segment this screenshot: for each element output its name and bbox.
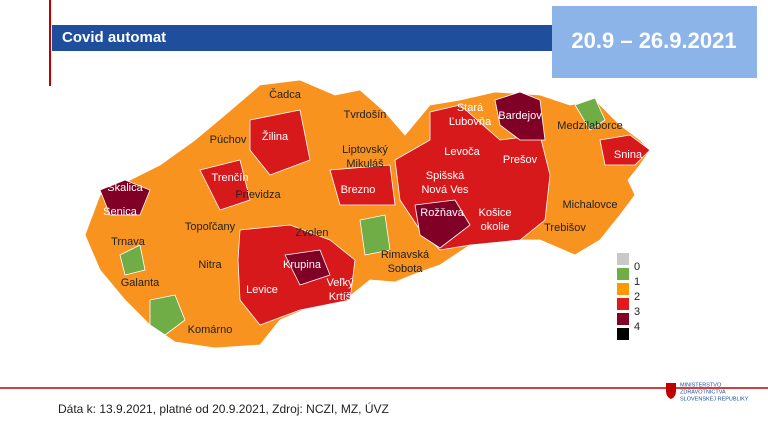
legend-label: 3: [634, 306, 640, 318]
district-label: Rimavská: [381, 249, 430, 261]
district-label: Tvrdošín: [344, 109, 387, 121]
region: [359, 214, 391, 256]
district-label: Snina: [614, 149, 643, 161]
legend-label: 4: [634, 321, 640, 333]
district-labels: Čadca Tvrdošín Stará Ľubovňa Bardejov Medzila…: [103, 88, 643, 336]
logo-shield: [666, 383, 676, 399]
district-label: Púchov: [210, 134, 247, 146]
district-label: Sobota: [388, 263, 424, 275]
district-label: Brezno: [341, 184, 376, 196]
district-label: Krupina: [283, 259, 322, 271]
region: [119, 244, 146, 276]
legend-swatch: [617, 313, 629, 325]
district-label: Levice: [246, 284, 278, 296]
district-label: Bardejov: [498, 110, 542, 122]
region: [329, 164, 396, 206]
district-label: Liptovský: [342, 144, 388, 156]
legend: 0 1 2 3 4: [617, 261, 640, 340]
district-label: Galanta: [121, 277, 160, 289]
district-label: Skalica: [107, 182, 143, 194]
district-label: Nitra: [198, 259, 222, 271]
district-label: Prievidza: [235, 189, 281, 201]
district-label: Zvolen: [295, 227, 328, 239]
district-label: Trebišov: [544, 222, 586, 234]
region: [599, 134, 651, 166]
district-label: Krtíš: [329, 291, 352, 303]
district-label: Prešov: [503, 154, 538, 166]
district-label: Žilina: [262, 130, 289, 143]
legend-swatch: [617, 253, 629, 265]
district-label: Rožňava: [420, 207, 464, 219]
region: [414, 199, 471, 249]
district-label: Topoľčany: [185, 221, 236, 233]
district-label: Levoča: [444, 146, 480, 158]
legend-swatch: [617, 328, 629, 340]
district-label: okolie: [481, 221, 510, 233]
region: [284, 249, 331, 286]
district-label: Čadca: [269, 88, 302, 101]
district-label: Ľubovňa: [449, 116, 492, 128]
district-label: Mikuláš: [346, 158, 384, 170]
legend-swatch: [617, 268, 629, 280]
district-label: Komárno: [188, 324, 233, 336]
region: [149, 294, 186, 336]
legend-label: 2: [634, 291, 640, 303]
footer: Dáta k: 13.9.2021, platné od 20.9.2021, …: [58, 401, 389, 416]
logo-text: SLOVENSKEJ REPUBLIKY: [680, 396, 749, 402]
title: Covid automat: [62, 29, 166, 46]
district-label: Trnava: [111, 236, 146, 248]
region: [494, 91, 546, 141]
district-label: Medzilaborce: [557, 120, 622, 132]
logo: MINISTERSTVO ZDRAVOTNÍCTVA SLOVENSKEJ RE…: [666, 382, 749, 402]
period: 20.9 – 26.9.2021: [571, 28, 736, 53]
date-box: [552, 6, 757, 78]
district-label: Stará: [457, 102, 484, 114]
district-label: Trenčín: [212, 172, 249, 184]
district-label: Michalovce: [562, 199, 617, 211]
region: [199, 159, 251, 211]
logo-text: ZDRAVOTNÍCTVA: [680, 388, 726, 395]
region: [574, 97, 606, 131]
legend-swatch: [617, 298, 629, 310]
map: [84, 79, 651, 349]
region: [249, 109, 311, 176]
logo-text: MINISTERSTVO: [680, 382, 722, 388]
district-label: Nová Ves: [421, 184, 469, 196]
legend-swatch: [617, 283, 629, 295]
district-label: Veľký: [326, 277, 354, 289]
district-label: Košice: [478, 207, 511, 219]
legend-label: 0: [634, 261, 640, 273]
district-label: Spišská: [426, 170, 465, 182]
title-bar: [52, 25, 552, 51]
region: [99, 179, 151, 216]
legend-label: 1: [634, 276, 640, 288]
district-label: Senica: [103, 206, 138, 218]
